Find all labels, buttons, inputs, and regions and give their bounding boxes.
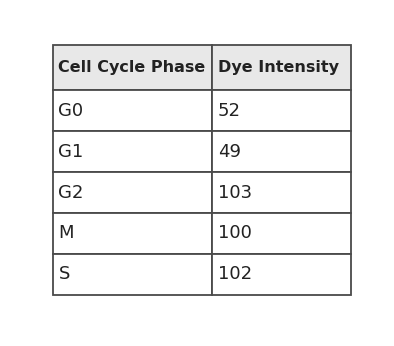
Text: 102: 102 xyxy=(218,265,252,283)
Bar xyxy=(53,213,212,254)
Text: 49: 49 xyxy=(218,143,241,161)
Text: 52: 52 xyxy=(218,102,241,120)
Bar xyxy=(53,90,212,131)
Text: M: M xyxy=(58,225,74,243)
Bar xyxy=(212,90,351,131)
Bar xyxy=(53,254,212,295)
Text: G2: G2 xyxy=(58,184,84,202)
Text: Dye Intensity: Dye Intensity xyxy=(218,60,339,75)
Bar xyxy=(53,131,212,172)
Bar xyxy=(212,172,351,213)
Text: S: S xyxy=(58,265,70,283)
Text: 103: 103 xyxy=(218,184,252,202)
Bar xyxy=(212,213,351,254)
Bar xyxy=(212,45,351,90)
Text: 100: 100 xyxy=(218,225,252,243)
Text: G1: G1 xyxy=(58,143,84,161)
Bar xyxy=(212,131,351,172)
Text: G0: G0 xyxy=(58,102,84,120)
Bar xyxy=(212,254,351,295)
Bar xyxy=(53,172,212,213)
Bar xyxy=(53,45,212,90)
Text: Cell Cycle Phase: Cell Cycle Phase xyxy=(58,60,206,75)
